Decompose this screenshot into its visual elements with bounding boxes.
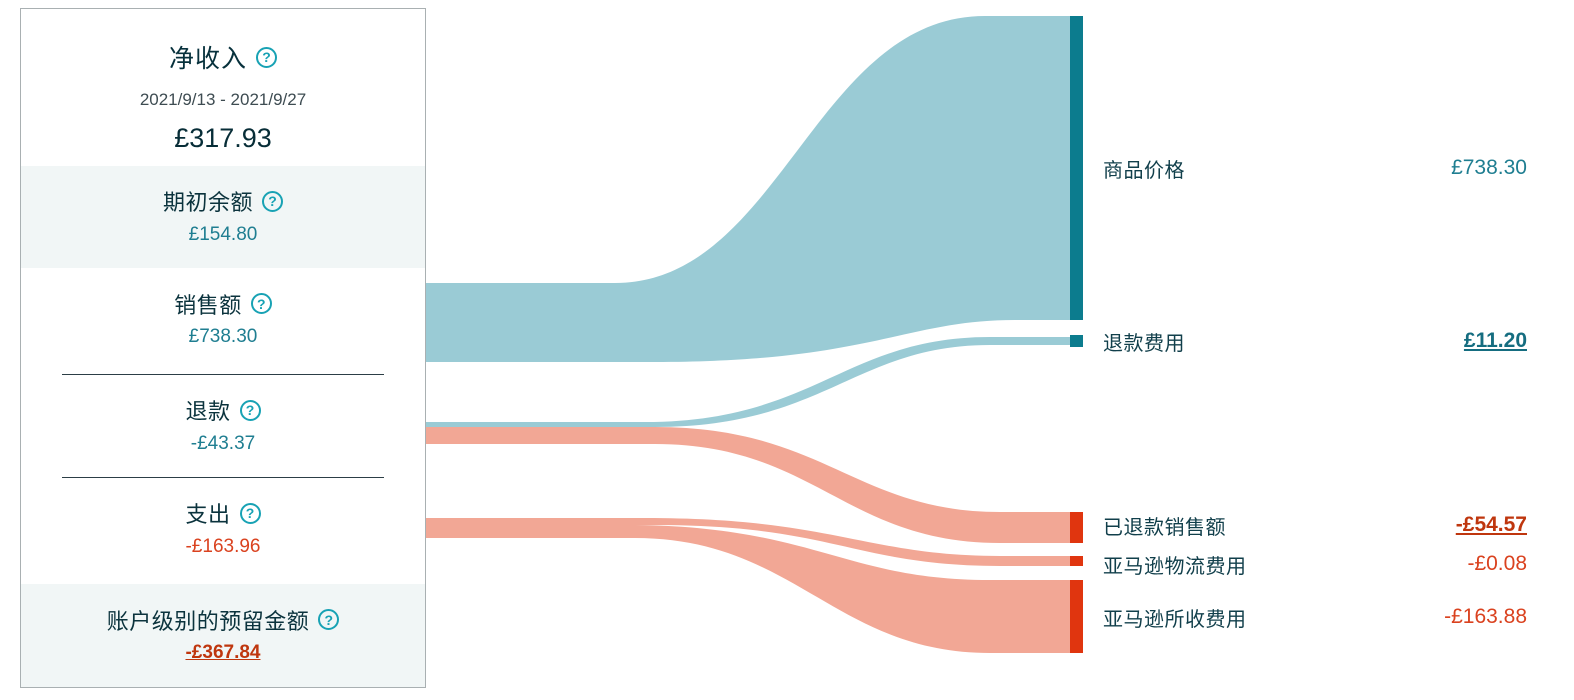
section-label: 退款: [185, 399, 231, 425]
expenses-value: -£163.96: [185, 535, 261, 557]
section-divider: [62, 373, 384, 375]
sankey-row-refund-fees: 退款费用 £11.20: [1103, 327, 1527, 355]
node-product-charges: [1070, 16, 1083, 320]
sankey-row-refunded-sales: 已退款销售额 -£54.57: [1103, 511, 1527, 539]
node-label: 退款费用: [1103, 332, 1185, 355]
node-refund-fees: [1070, 335, 1083, 347]
section-label: 销售额: [174, 292, 242, 318]
summary-section-refunds: 退款 ? -£43.37: [21, 375, 425, 478]
node-label: 已退款销售额: [1103, 516, 1226, 539]
flow-refunds-to-refunded-sales: [426, 427, 1070, 543]
sankey-row-product-charges: 商品价格 £738.30: [1103, 154, 1527, 182]
node-label: 亚马逊物流费用: [1103, 555, 1247, 578]
section-divider: [62, 476, 384, 478]
help-icon[interactable]: ?: [250, 293, 272, 315]
flow-expenses-to-fba-fees: [426, 518, 1070, 566]
node-amount-link[interactable]: £11.20: [1463, 329, 1527, 352]
node-label: 亚马逊所收费用: [1103, 608, 1247, 631]
opening-balance-value: £154.80: [188, 223, 258, 245]
help-icon[interactable]: ?: [262, 190, 283, 212]
node-amount-link[interactable]: -£54.57: [1455, 513, 1527, 536]
date-range: 2021/9/13 - 2021/9/27: [139, 90, 307, 109]
node-amazon-fees: [1070, 580, 1083, 653]
help-icon[interactable]: ?: [239, 399, 261, 421]
node-amount: -£0.08: [1467, 552, 1527, 575]
sales-value: £738.30: [188, 326, 258, 348]
summary-section-expenses: 支出 ? -£163.96: [21, 478, 425, 585]
node-refunded-sales: [1070, 512, 1083, 543]
help-icon[interactable]: ?: [239, 502, 261, 524]
sankey-row-amazon-fees: 亚马逊所收费用 -£163.88: [1103, 603, 1527, 631]
node-amount: £738.30: [1451, 156, 1527, 179]
section-label: 支出: [185, 502, 231, 528]
node-fba-fees: [1070, 556, 1083, 566]
summary-section-account-reserve: 账户级别的预留金额 ? -£367.84: [21, 584, 425, 688]
help-icon[interactable]: ?: [318, 609, 340, 631]
help-icon[interactable]: ?: [256, 46, 277, 68]
node-amount: -£163.88: [1444, 605, 1527, 628]
refunds-value: -£43.37: [190, 432, 256, 454]
section-label: 账户级别的预留金额: [106, 608, 310, 634]
flow-expenses-to-amazon-fees: [426, 525, 1070, 653]
section-label: 期初余额: [162, 190, 253, 216]
flow-sales-to-product-charges: [426, 16, 1070, 362]
summary-panel: 净收入 ? 2021/9/13 - 2021/9/27 £317.93 期初余额…: [20, 8, 426, 688]
sankey-row-fba-fees: 亚马逊物流费用 -£0.08: [1103, 550, 1527, 578]
net-income-value: £317.93: [174, 123, 272, 153]
summary-section-net-income: 净收入 ? 2021/9/13 - 2021/9/27 £317.93: [21, 9, 425, 166]
summary-section-opening-balance: 期初余额 ? £154.80: [21, 165, 425, 269]
summary-section-sales: 销售额 ? £738.30: [21, 268, 425, 375]
section-label: 净收入: [168, 45, 247, 73]
account-reserve-value-link[interactable]: -£367.84: [185, 642, 261, 664]
node-label: 商品价格: [1103, 159, 1185, 182]
